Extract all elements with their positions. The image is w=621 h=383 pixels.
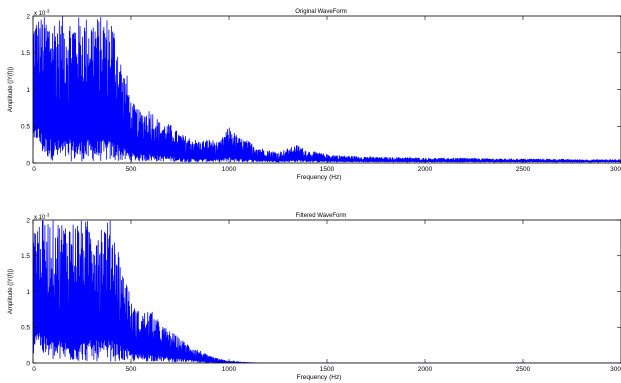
y-tick-label-original-4: 2 (26, 13, 30, 20)
x-tick-label-filtered-4: 2000 (418, 366, 433, 373)
x-tick-label-original-3: 1500 (320, 166, 335, 173)
y-tick-label-filtered-2: 1 (26, 289, 30, 296)
y-tick-label-original-0: 0 (26, 160, 30, 167)
y-exponent-base-original: x 10 (34, 11, 46, 17)
x-tick-label-original-0: 0 (32, 166, 36, 173)
y-exponent-power-original: -3 (45, 9, 49, 14)
x-tick-label-original-1: 500 (126, 166, 137, 173)
x-tick-label-original-5: 2500 (516, 166, 531, 173)
x-axis-label-filtered: Frequency (Hz) (297, 374, 342, 381)
y-exponent-original: x 10-3 (34, 9, 50, 18)
y-axis-label-filtered: Amplitude (|Y(f)|) (8, 269, 14, 314)
y-tick-label-filtered-1: 0.5 (21, 325, 30, 332)
y-tick-label-filtered-0: 0 (26, 360, 30, 367)
x-tick-label-filtered-5: 2500 (516, 366, 531, 373)
x-tick-label-filtered-6: 300 (610, 366, 621, 373)
y-exponent-base-filtered: x 10 (34, 215, 46, 221)
x-tick-label-filtered-1: 500 (126, 366, 137, 373)
y-exponent-filtered: x 10-3 (34, 213, 50, 222)
x-tick-label-original-4: 2000 (418, 166, 433, 173)
y-tick-label-original-3: 1.5 (21, 50, 30, 57)
y-tick-label-filtered-3: 1.5 (21, 253, 30, 260)
x-tick-label-original-6: 300 (610, 166, 621, 173)
y-tick-label-filtered-4: 2 (26, 217, 30, 224)
x-axis-label-original: Frequency (Hz) (297, 174, 342, 181)
x-tick-label-original-2: 1000 (222, 166, 237, 173)
y-axis-label-original: Amplitude (|Y(f)|) (8, 67, 14, 112)
x-tick-label-filtered-0: 0 (32, 366, 36, 373)
y-tick-label-original-1: 0.5 (21, 124, 30, 131)
series-line-filtered (33, 220, 621, 363)
y-exponent-power-filtered: -3 (45, 213, 49, 218)
x-tick-label-filtered-3: 1500 (320, 366, 335, 373)
chart-title-original: Original WaveForm (295, 9, 346, 15)
y-tick-label-original-2: 1 (26, 87, 30, 94)
chart-title-filtered: Filtered WaveForm (296, 213, 347, 219)
x-tick-label-filtered-2: 1000 (222, 366, 237, 373)
